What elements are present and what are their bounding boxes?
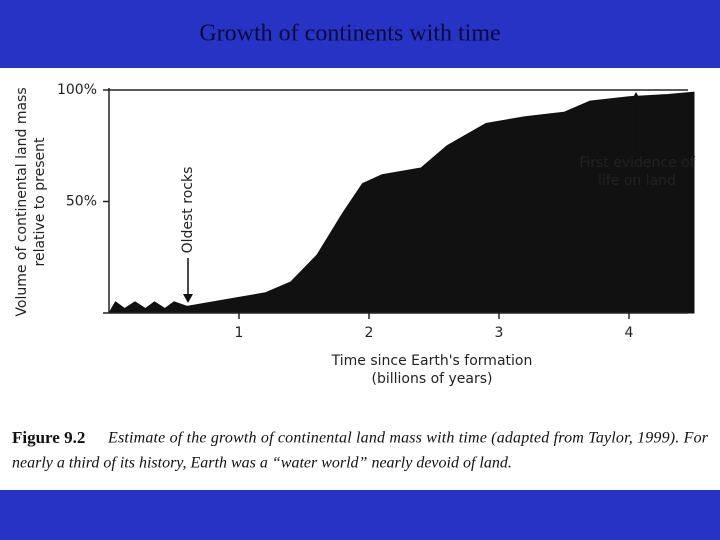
- y-axis-title: relative to present: [32, 137, 48, 266]
- plot: 50% 100% 1 2 3 4: [57, 82, 695, 341]
- slide-title: Growth of continents with time: [199, 21, 500, 47]
- figure-label: Figure 9.2: [12, 428, 85, 447]
- arrow-head: [183, 294, 193, 303]
- annotation: First evidence of: [579, 155, 695, 171]
- y-tick-label: 50%: [66, 194, 97, 210]
- x-axis-title: (billions of years): [371, 371, 492, 387]
- arrow-head: [631, 92, 641, 101]
- caption: Estimate of the growth of continental la…: [107, 430, 709, 447]
- x-tick-label: 4: [625, 325, 634, 341]
- area: [108, 91, 695, 314]
- x-tick-label: 3: [495, 325, 504, 341]
- caption: nearly a third of its history, Earth was…: [12, 455, 512, 472]
- annotation: life on land: [598, 173, 676, 189]
- annotation: Oldest rocks: [180, 167, 196, 254]
- x-tick-label: 1: [235, 325, 244, 341]
- y-axis-title: Volume of continental land mass: [14, 87, 30, 316]
- x-tick-label: 2: [365, 325, 374, 341]
- x-axis-title: Time since Earth's formation: [331, 353, 533, 369]
- y-tick-label: 100%: [57, 82, 97, 98]
